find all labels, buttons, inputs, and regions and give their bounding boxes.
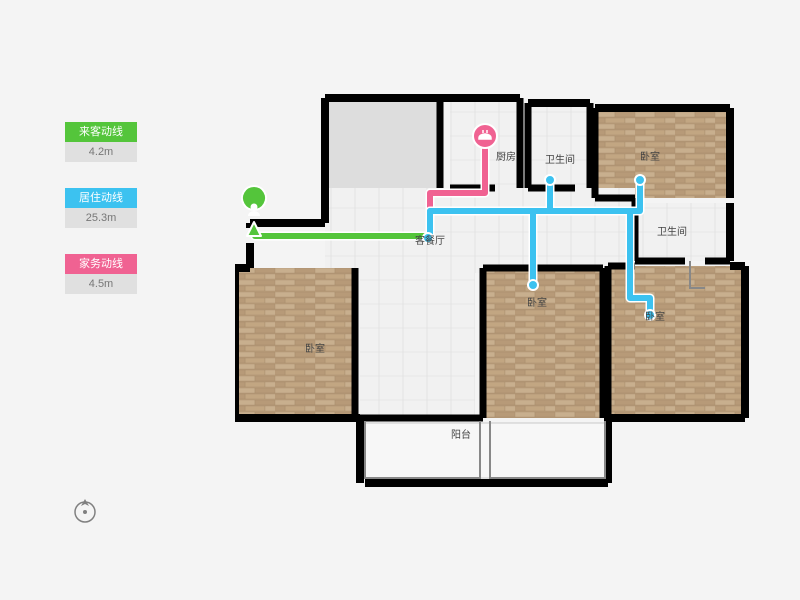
legend-chore-label: 家务动线 (65, 254, 137, 274)
room-bathroom1 (528, 103, 590, 188)
legend-living-label: 居住动线 (65, 188, 137, 208)
label-bedroom-tr: 卧室 (640, 150, 660, 163)
floorplan-svg: 厨房 卫生间 卫生间 卧室 卧室 卧室 卧室 客餐厅 阳台 (235, 88, 755, 513)
room-bedroom-tr (595, 108, 730, 198)
label-bedroom-bl: 卧室 (305, 342, 325, 355)
label-kitchen: 厨房 (496, 150, 516, 163)
label-bedroom-mr: 卧室 (527, 296, 547, 309)
legend-guest-value: 4.2m (65, 142, 137, 162)
floorplan: 厨房 卫生间 卫生间 卧室 卧室 卧室 卧室 客餐厅 阳台 (235, 88, 755, 513)
label-bathroom1: 卫生间 (545, 153, 575, 166)
legend-item-living: 居住动线 25.3m (65, 188, 137, 228)
room-bedroom-bl (235, 268, 355, 418)
legend-guest-label: 来客动线 (65, 122, 137, 142)
room-bedroom-mr (483, 268, 603, 418)
legend-panel: 来客动线 4.2m 居住动线 25.3m 家务动线 4.5m (65, 122, 137, 320)
room-living2 (360, 228, 475, 418)
compass-icon (70, 495, 100, 525)
label-bedroom-br: 卧室 (645, 310, 665, 323)
label-living: 客餐厅 (415, 234, 445, 247)
room-balcony (360, 423, 610, 478)
label-bathroom2: 卫生间 (657, 225, 687, 238)
legend-chore-value: 4.5m (65, 274, 137, 294)
legend-item-chore: 家务动线 4.5m (65, 254, 137, 294)
label-balcony: 阳台 (451, 428, 471, 441)
legend-item-guest: 来客动线 4.2m (65, 122, 137, 162)
marker-kitchen (473, 124, 497, 148)
legend-living-value: 25.3m (65, 208, 137, 228)
